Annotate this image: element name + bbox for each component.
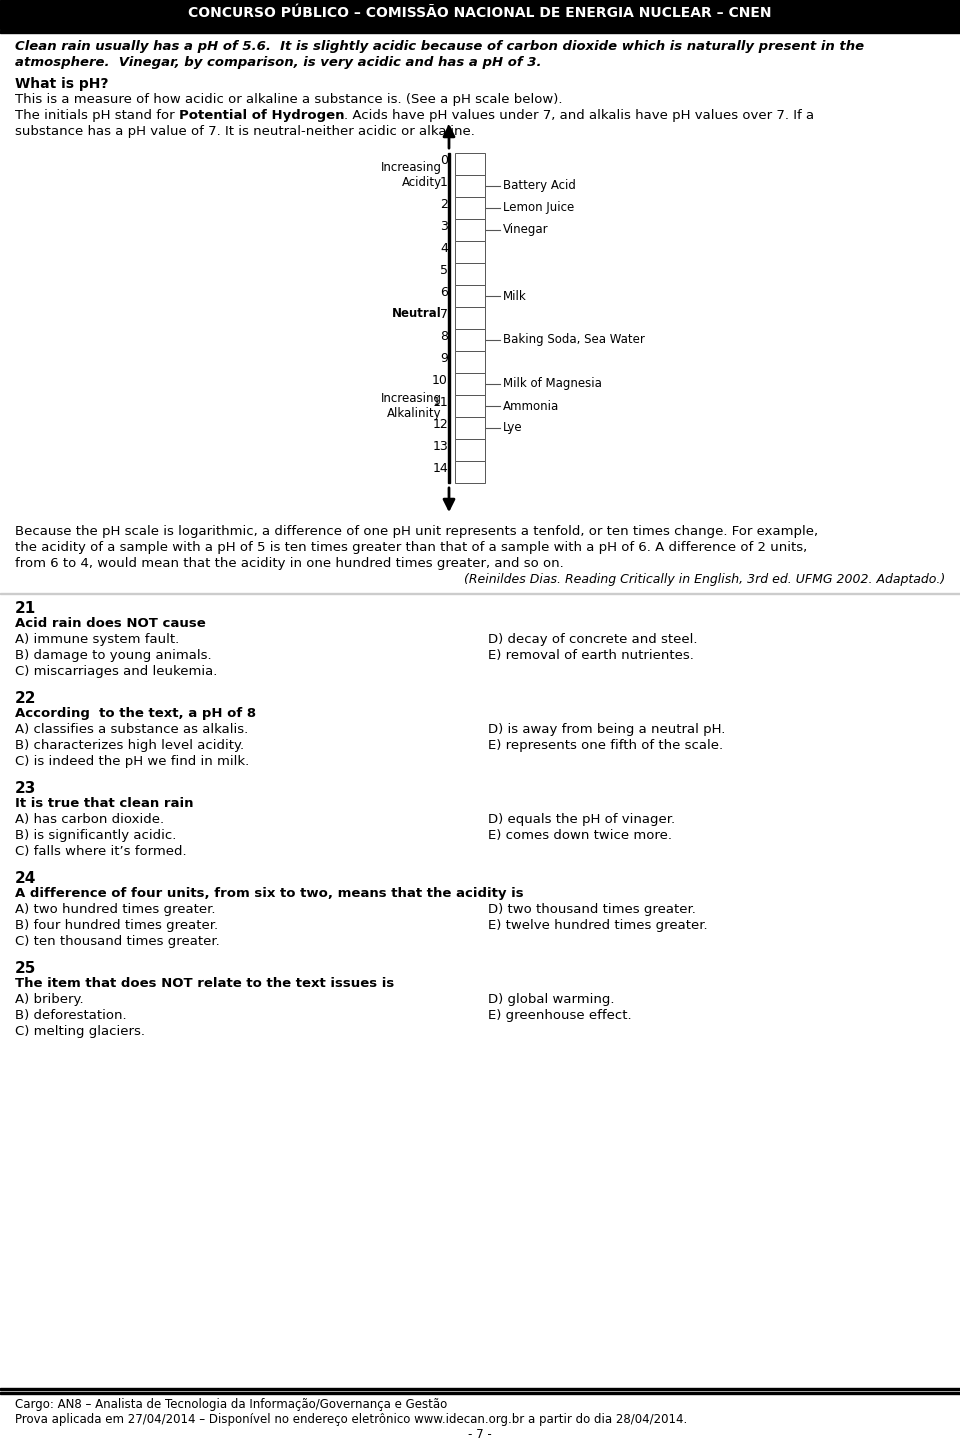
Bar	[0, 30, 960, 32]
Text: 21: 21	[15, 601, 36, 616]
Text: The item that does NOT relate to the text issues is: The item that does NOT relate to the tex…	[15, 977, 395, 990]
Bar	[455, 307, 485, 328]
Text: B) deforestation.: B) deforestation.	[15, 1009, 127, 1022]
Text: from 6 to 4, would mean that the acidity in one hundred times greater, and so on: from 6 to 4, would mean that the acidity…	[15, 557, 564, 570]
Text: According  to the text, a pH of 8: According to the text, a pH of 8	[15, 708, 256, 721]
Text: 23: 23	[15, 781, 36, 796]
Text: C) miscarriages and leukemia.: C) miscarriages and leukemia.	[15, 666, 217, 679]
Text: Prova aplicada em 27/04/2014 – Disponível no endereço eletrônico www.idecan.org.: Prova aplicada em 27/04/2014 – Disponíve…	[15, 1414, 687, 1425]
Text: Increasing
Alkalinity: Increasing Alkalinity	[381, 392, 442, 420]
Text: A difference of four units, from six to two, means that the acidity is: A difference of four units, from six to …	[15, 887, 523, 900]
Text: A) two hundred times greater.: A) two hundred times greater.	[15, 903, 215, 916]
Text: . Acids have pH values under 7, and alkalis have pH values over 7. If a: . Acids have pH values under 7, and alka…	[345, 109, 814, 122]
Text: Potential of Hydrogen: Potential of Hydrogen	[179, 109, 345, 122]
Bar	[0, 26, 960, 29]
Text: Clean rain usually has a pH of 5.6.  It is slightly acidic because of carbon dio: Clean rain usually has a pH of 5.6. It i…	[15, 41, 864, 54]
Text: - 7 -: - 7 -	[468, 1428, 492, 1441]
Bar	[455, 328, 485, 352]
Text: 10: 10	[432, 373, 448, 386]
Text: atmosphere.  Vinegar, by comparison, is very acidic and has a pH of 3.: atmosphere. Vinegar, by comparison, is v…	[15, 56, 541, 69]
Bar	[0, 1392, 960, 1393]
Text: Acid rain does NOT cause: Acid rain does NOT cause	[15, 616, 205, 629]
Text: E) twelve hundred times greater.: E) twelve hundred times greater.	[488, 919, 708, 932]
Text: A) bribery.: A) bribery.	[15, 993, 84, 1006]
Text: 3: 3	[440, 220, 448, 233]
Bar	[455, 263, 485, 285]
Text: 12: 12	[432, 418, 448, 431]
Text: 11: 11	[432, 396, 448, 410]
Text: Ammonia: Ammonia	[503, 399, 560, 412]
Text: (Reinildes Dias. Reading Critically in English, 3rd ed. UFMG 2002. Adaptado.): (Reinildes Dias. Reading Critically in E…	[464, 573, 945, 586]
Bar	[455, 285, 485, 307]
Bar	[447, 153, 449, 483]
Text: The initials pH stand for: The initials pH stand for	[15, 109, 179, 122]
Text: A) has carbon dioxide.: A) has carbon dioxide.	[15, 813, 164, 826]
Text: D) decay of concrete and steel.: D) decay of concrete and steel.	[488, 632, 698, 645]
Text: Cargo: AN8 – Analista de Tecnologia da Informação/Governança e Gestão: Cargo: AN8 – Analista de Tecnologia da I…	[15, 1398, 447, 1411]
Text: Milk: Milk	[503, 289, 527, 302]
Text: D) global warming.: D) global warming.	[488, 993, 614, 1006]
Text: Neutral: Neutral	[393, 307, 442, 320]
Text: C) falls where it’s formed.: C) falls where it’s formed.	[15, 845, 186, 858]
Text: 5: 5	[440, 263, 448, 276]
Bar	[455, 197, 485, 218]
Text: 0: 0	[440, 153, 448, 166]
Text: 13: 13	[432, 440, 448, 453]
Text: 22: 22	[15, 692, 36, 706]
Text: What is pH?: What is pH?	[15, 77, 108, 91]
Text: C) melting glaciers.: C) melting glaciers.	[15, 1024, 145, 1037]
Text: CONCURSO PÚBLICO – COMISSÃO NACIONAL DE ENERGIA NUCLEAR – CNEN: CONCURSO PÚBLICO – COMISSÃO NACIONAL DE …	[188, 6, 772, 20]
Text: 8: 8	[440, 330, 448, 343]
Text: C) ten thousand times greater.: C) ten thousand times greater.	[15, 935, 220, 948]
Text: B) four hundred times greater.: B) four hundred times greater.	[15, 919, 218, 932]
Text: the acidity of a sample with a pH of 5 is ten times greater than that of a sampl: the acidity of a sample with a pH of 5 i…	[15, 541, 807, 554]
Text: E) represents one fifth of the scale.: E) represents one fifth of the scale.	[488, 739, 723, 752]
Bar	[455, 175, 485, 197]
Bar	[455, 438, 485, 462]
Text: E) comes down twice more.: E) comes down twice more.	[488, 829, 672, 842]
Text: 24: 24	[15, 871, 36, 886]
Bar	[455, 417, 485, 438]
Text: E) removal of earth nutrientes.: E) removal of earth nutrientes.	[488, 650, 694, 661]
Text: A) immune system fault.: A) immune system fault.	[15, 632, 180, 645]
Text: 1: 1	[440, 177, 448, 190]
Text: Vinegar: Vinegar	[503, 223, 548, 236]
Bar	[455, 153, 485, 175]
Text: 4: 4	[440, 242, 448, 255]
Bar	[455, 242, 485, 263]
Text: Baking Soda, Sea Water: Baking Soda, Sea Water	[503, 333, 645, 346]
Text: 7: 7	[440, 308, 448, 321]
Bar	[455, 352, 485, 373]
Text: 9: 9	[440, 352, 448, 365]
Text: substance has a pH value of 7. It is neutral-neither acidic or alkaline.: substance has a pH value of 7. It is neu…	[15, 124, 475, 137]
Text: 25: 25	[15, 961, 36, 975]
Bar	[0, 0, 960, 26]
Text: Battery Acid: Battery Acid	[503, 179, 576, 192]
Text: E) greenhouse effect.: E) greenhouse effect.	[488, 1009, 632, 1022]
Text: Because the pH scale is logarithmic, a difference of one pH unit represents a te: Because the pH scale is logarithmic, a d…	[15, 525, 818, 538]
Text: C) is indeed the pH we find in milk.: C) is indeed the pH we find in milk.	[15, 755, 250, 768]
Bar	[455, 373, 485, 395]
Text: Lye: Lye	[503, 421, 522, 434]
Text: 6: 6	[440, 287, 448, 300]
Text: D) two thousand times greater.: D) two thousand times greater.	[488, 903, 696, 916]
Text: Milk of Magnesia: Milk of Magnesia	[503, 378, 602, 391]
Bar	[455, 462, 485, 483]
Text: It is true that clean rain: It is true that clean rain	[15, 797, 194, 810]
Text: This is a measure of how acidic or alkaline a substance is. (See a pH scale belo: This is a measure of how acidic or alkal…	[15, 93, 563, 106]
Text: B) characterizes high level acidity.: B) characterizes high level acidity.	[15, 739, 244, 752]
Text: A) classifies a substance as alkalis.: A) classifies a substance as alkalis.	[15, 724, 249, 737]
Bar	[0, 1388, 960, 1391]
Text: D) equals the pH of vinager.: D) equals the pH of vinager.	[488, 813, 675, 826]
Text: Lemon Juice: Lemon Juice	[503, 201, 574, 214]
Text: 14: 14	[432, 462, 448, 475]
Text: Increasing
Acidity: Increasing Acidity	[381, 161, 442, 190]
Text: 2: 2	[440, 198, 448, 211]
Text: D) is away from being a neutral pH.: D) is away from being a neutral pH.	[488, 724, 726, 737]
Bar	[455, 218, 485, 242]
Bar	[455, 395, 485, 417]
Text: B) damage to young animals.: B) damage to young animals.	[15, 650, 211, 661]
Text: B) is significantly acidic.: B) is significantly acidic.	[15, 829, 177, 842]
